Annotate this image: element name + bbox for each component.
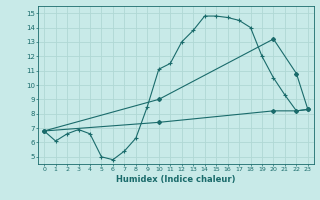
X-axis label: Humidex (Indice chaleur): Humidex (Indice chaleur) xyxy=(116,175,236,184)
